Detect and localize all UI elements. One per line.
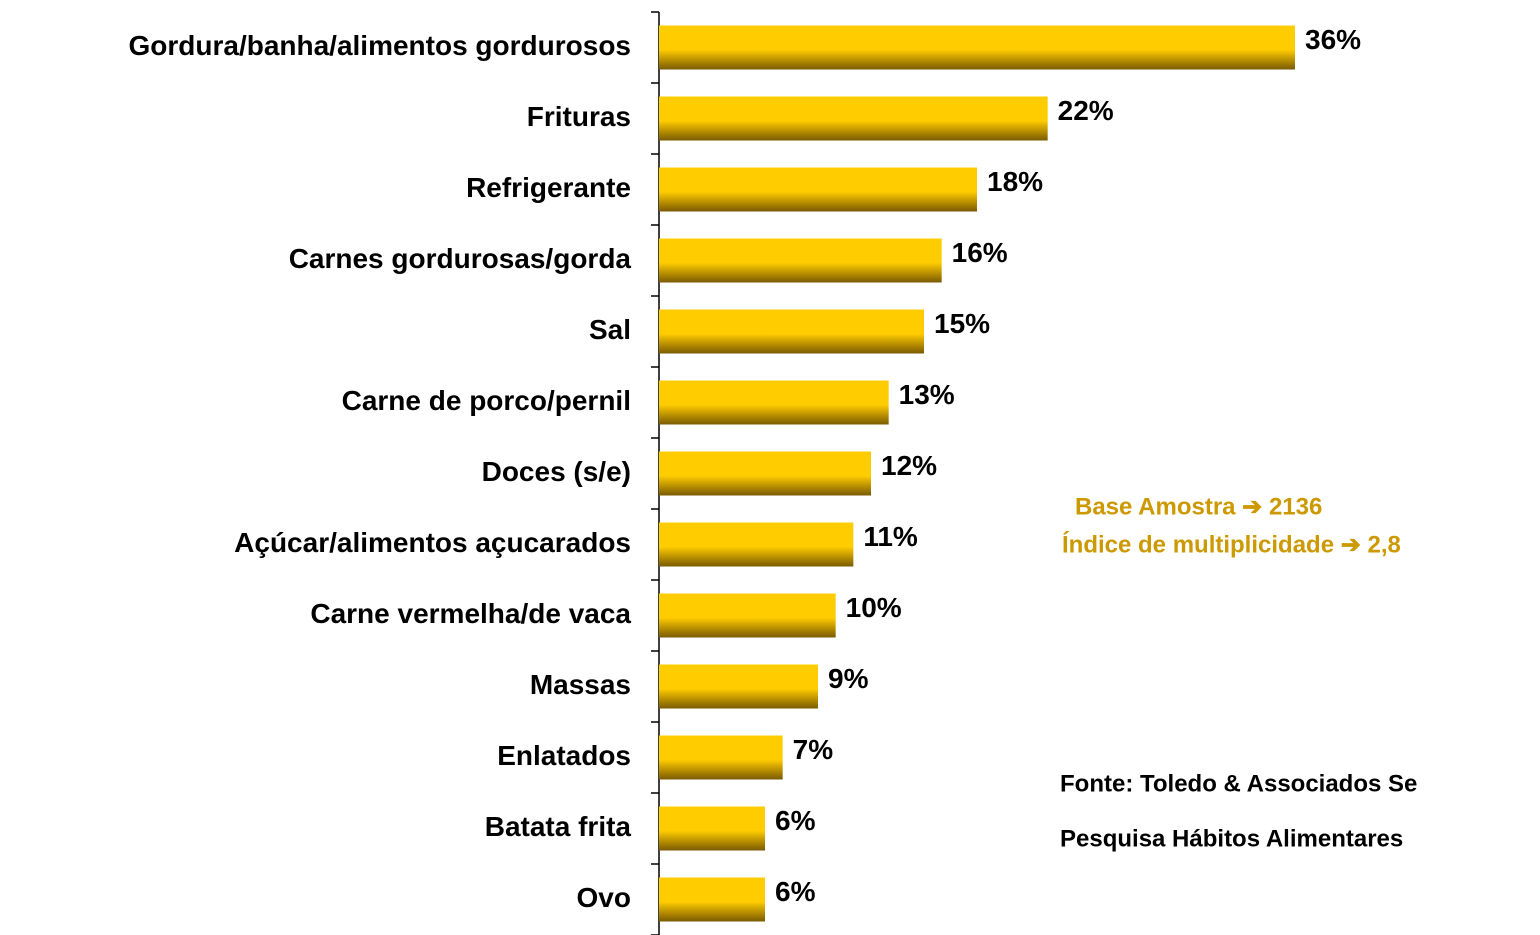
bar — [659, 238, 942, 283]
value-label: 7% — [793, 734, 834, 765]
value-label: 6% — [775, 876, 816, 907]
category-label: Refrigerante — [466, 172, 631, 203]
bar — [659, 309, 924, 354]
bar — [659, 167, 977, 212]
value-label: 11% — [863, 521, 918, 552]
annotation: Índice de multiplicidade ➔ 2,8 — [1062, 530, 1401, 558]
bar — [659, 806, 765, 851]
category-label: Doces (s/e) — [482, 456, 631, 487]
category-label: Açúcar/alimentos açucarados — [234, 527, 631, 558]
value-label: 13% — [899, 379, 955, 410]
category-label: Carne vermelha/de vaca — [310, 598, 631, 629]
bar — [659, 380, 889, 425]
category-label: Gordura/banha/alimentos gordurosos — [128, 30, 631, 61]
bar — [659, 664, 818, 709]
value-label: 18% — [987, 166, 1043, 197]
bar — [659, 25, 1295, 70]
category-label: Frituras — [527, 101, 631, 132]
annotation: Pesquisa Hábitos Alimentares — [1060, 825, 1403, 852]
category-label: Ovo — [577, 882, 631, 913]
bar — [659, 593, 836, 638]
value-label: 6% — [775, 805, 816, 836]
bar — [659, 735, 783, 780]
bar — [659, 451, 871, 496]
bar — [659, 522, 854, 567]
value-label: 36% — [1305, 24, 1361, 55]
value-label: 10% — [846, 592, 902, 623]
value-label: 9% — [828, 663, 869, 694]
category-label: Enlatados — [497, 740, 631, 771]
category-label: Carne de porco/pernil — [342, 385, 631, 416]
annotation: Base Amostra ➔ 2136 — [1075, 493, 1322, 520]
bar — [659, 96, 1048, 141]
value-label: 15% — [934, 308, 990, 339]
category-label: Sal — [589, 314, 631, 345]
category-label: Carnes gordurosas/gorda — [289, 243, 632, 274]
annotation: Fonte: Toledo & Associados Se — [1060, 770, 1417, 797]
value-label: 16% — [952, 237, 1008, 268]
value-label: 12% — [881, 450, 937, 481]
category-label: Massas — [530, 669, 631, 700]
value-label: 22% — [1058, 95, 1114, 126]
bar — [659, 877, 765, 922]
category-label: Batata frita — [485, 811, 632, 842]
